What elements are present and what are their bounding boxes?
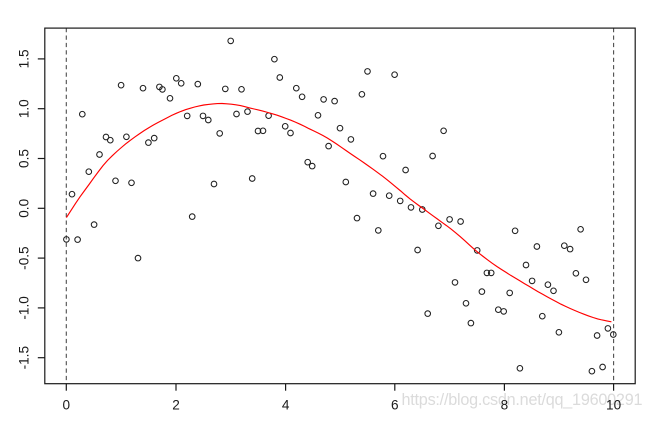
svg-text:2: 2 xyxy=(172,398,180,413)
svg-text:10: 10 xyxy=(606,398,622,413)
svg-text:0: 0 xyxy=(63,398,71,413)
svg-text:6: 6 xyxy=(391,398,399,413)
svg-text:https://blog.csdn.net/qq_19600: https://blog.csdn.net/qq_19600291 xyxy=(402,391,643,409)
svg-text:-0.5: -0.5 xyxy=(16,246,31,269)
svg-text:1.0: 1.0 xyxy=(16,99,31,118)
svg-text:4: 4 xyxy=(282,398,290,413)
svg-text:1.5: 1.5 xyxy=(16,49,31,68)
svg-text:8: 8 xyxy=(501,398,509,413)
svg-text:0.5: 0.5 xyxy=(16,149,31,168)
svg-text:-1.0: -1.0 xyxy=(16,296,31,320)
svg-text:-1.5: -1.5 xyxy=(16,346,31,369)
svg-text:0.0: 0.0 xyxy=(16,198,31,217)
